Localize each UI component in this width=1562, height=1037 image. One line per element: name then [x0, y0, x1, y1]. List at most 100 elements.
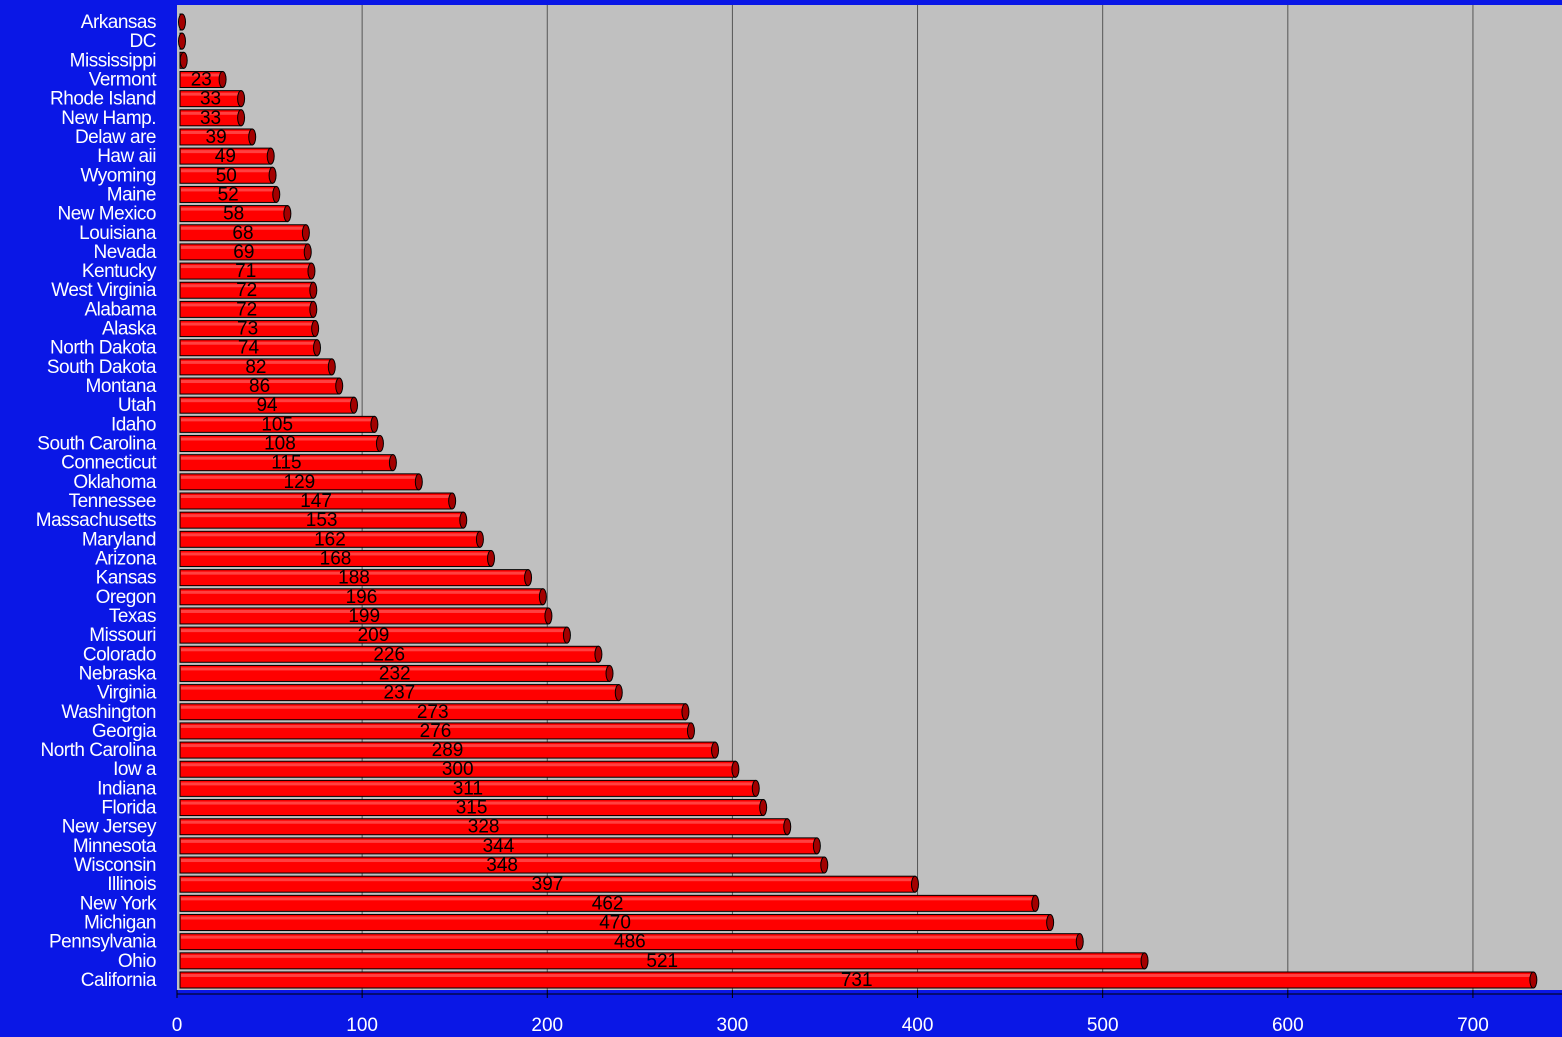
x-axis: 0 100 200 300 400 500 600 700 [172, 990, 1562, 1036]
category-label: Wisconsin [74, 855, 156, 876]
x-tick-label: 100 [346, 1015, 378, 1036]
category-label: North Carolina [41, 740, 157, 761]
x-tick-label: 600 [1272, 1015, 1304, 1036]
category-label: Iow a [113, 759, 157, 780]
bar [179, 243, 312, 261]
bar [179, 684, 623, 702]
category-label: Minnesota [73, 836, 157, 857]
bar [179, 396, 359, 414]
bar [179, 779, 760, 797]
value-label: 168 [320, 548, 352, 569]
bar [179, 454, 397, 472]
value-label: 23 [191, 69, 212, 90]
x-tick-label: 300 [717, 1015, 749, 1036]
category-label: DC [130, 31, 156, 52]
value-label: 731 [841, 970, 873, 991]
category-label: Nebraska [79, 663, 157, 684]
category-label: Texas [109, 606, 156, 627]
category-label: New York [80, 893, 157, 914]
bar [179, 224, 310, 242]
category-label: Oklahoma [73, 472, 157, 493]
value-label: 153 [306, 510, 338, 531]
bar [179, 626, 571, 644]
bar [179, 281, 318, 299]
gridlines [361, 5, 1474, 990]
bar [179, 435, 384, 453]
category-label: New Jersey [62, 817, 157, 838]
value-label: 50 [216, 165, 237, 186]
category-label: Idaho [111, 414, 156, 435]
bar [179, 837, 821, 855]
value-label: 348 [486, 855, 518, 876]
bar [179, 741, 720, 759]
bar [179, 70, 227, 88]
category-label: New Mexico [58, 204, 156, 225]
category-label: Washington [61, 702, 156, 723]
x-tick-label: 500 [1087, 1015, 1119, 1036]
category-label: Utah [118, 395, 156, 416]
bar [179, 377, 344, 395]
value-label: 72 [236, 280, 257, 301]
value-label: 147 [300, 491, 332, 512]
category-label: Illinois [107, 874, 156, 895]
value-label: 115 [271, 453, 301, 474]
value-label: 276 [420, 721, 452, 742]
bar [179, 492, 457, 510]
category-label: West Virginia [51, 280, 157, 301]
bar [179, 358, 336, 376]
category-label: Wyoming [80, 165, 156, 186]
bar [179, 856, 829, 874]
value-labels: 2333333949505258686971727273748286941051… [191, 69, 873, 991]
category-label: Ohio [118, 951, 156, 972]
category-label: Michigan [84, 913, 156, 934]
value-label: 397 [532, 874, 564, 895]
bar [179, 703, 690, 721]
bar [179, 645, 603, 663]
category-label: California [81, 970, 157, 991]
category-label: Pennsylvania [49, 932, 157, 953]
bar [179, 128, 257, 146]
value-label: 196 [346, 587, 378, 608]
value-label: 226 [373, 644, 405, 665]
bar [179, 894, 1040, 912]
value-label: 73 [237, 319, 258, 340]
bar [178, 13, 186, 31]
category-label: Connecticut [61, 453, 157, 474]
x-tick-label: 700 [1457, 1015, 1489, 1036]
category-label: Montana [86, 376, 157, 397]
bar [179, 933, 1084, 951]
category-label: Arizona [95, 548, 157, 569]
category-label: Kentucky [82, 261, 157, 282]
bar [179, 300, 318, 318]
bar [179, 511, 468, 529]
bar [179, 109, 246, 127]
value-label: 33 [200, 89, 221, 110]
category-label: South Dakota [47, 357, 157, 378]
category-label: Nevada [94, 242, 157, 263]
bar [179, 588, 547, 606]
value-label: 209 [358, 625, 390, 646]
x-tick-label: 200 [531, 1015, 563, 1036]
category-label: Tennessee [69, 491, 156, 512]
value-label: 94 [256, 395, 278, 416]
bar [179, 530, 484, 548]
x-tick-label: 0 [172, 1015, 183, 1036]
bar [179, 473, 423, 491]
value-label: 470 [599, 913, 631, 934]
bar [179, 607, 553, 625]
value-label: 486 [614, 932, 646, 953]
value-label: 74 [238, 338, 260, 359]
value-label: 315 [456, 798, 488, 819]
value-label: 52 [218, 184, 239, 205]
category-label: Rhode Island [50, 89, 156, 110]
bar [178, 32, 186, 50]
value-label: 68 [232, 223, 253, 244]
bar [179, 166, 277, 184]
category-label: Florida [101, 798, 157, 819]
category-label: Alabama [85, 299, 157, 320]
value-label: 71 [235, 261, 256, 282]
value-label: 237 [384, 683, 416, 704]
bar [179, 569, 533, 587]
bar [179, 818, 792, 836]
bar [179, 875, 919, 893]
